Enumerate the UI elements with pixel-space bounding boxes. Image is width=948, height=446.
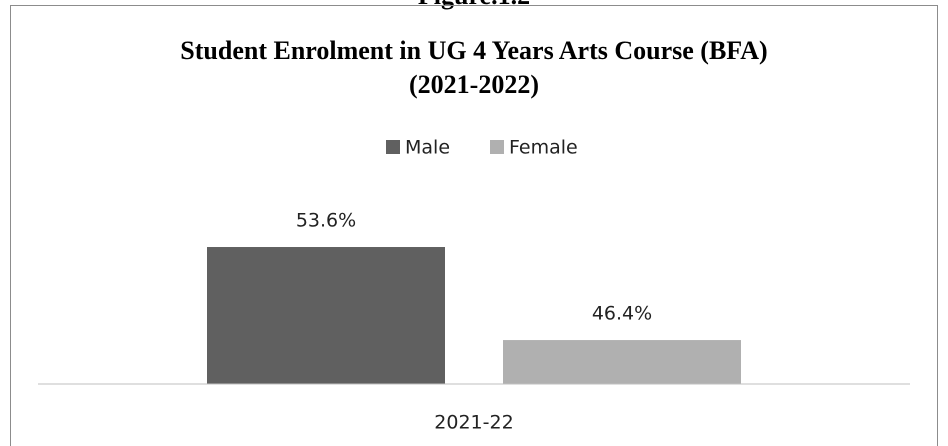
bar — [503, 340, 741, 384]
figure-caption: Figure.1.2 — [418, 0, 530, 10]
legend-label: Male — [405, 137, 450, 159]
legend-label: Female — [509, 137, 578, 159]
legend-swatch — [490, 140, 504, 154]
x-tick-label: 2021-22 — [434, 412, 513, 434]
data-label: 46.4% — [592, 303, 652, 325]
chart-title: Student Enrolment in UG 4 Years Arts Cou… — [180, 36, 767, 65]
legend-swatch — [386, 140, 400, 154]
bar — [207, 247, 445, 384]
data-label: 53.6% — [296, 210, 356, 232]
chart-frame — [10, 5, 938, 446]
chart-subtitle: (2021-2022) — [409, 70, 539, 99]
